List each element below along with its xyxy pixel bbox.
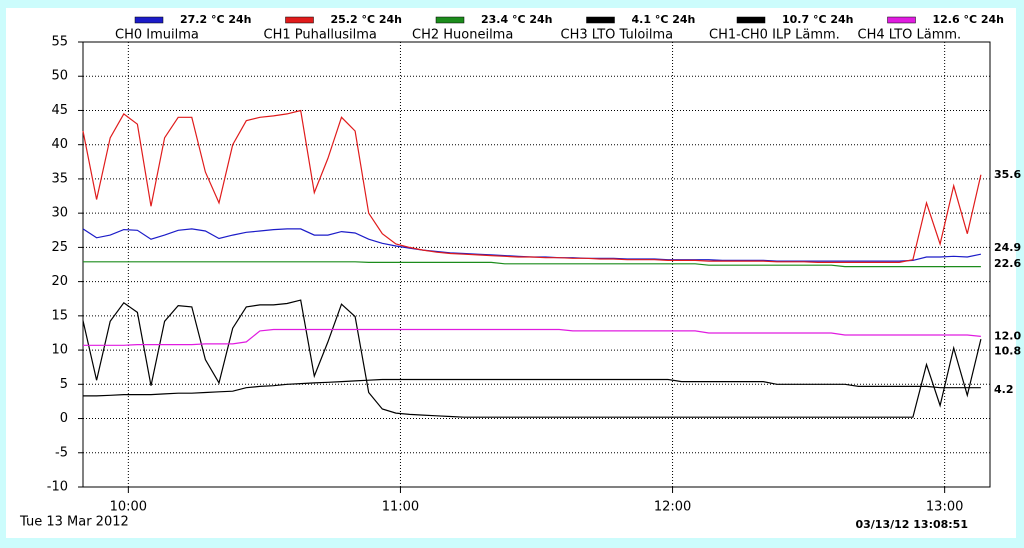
legend-swatch — [736, 16, 766, 24]
legend-value: 4.1 °C 24h — [632, 13, 696, 26]
y-tick-label: 10 — [51, 343, 68, 358]
x-tick-label: 11:00 — [382, 500, 419, 515]
legend-name: CH0 Imuilma — [115, 28, 199, 43]
y-tick-label: 40 — [51, 137, 68, 152]
x-tick-label: 10:00 — [110, 500, 147, 515]
end-value-label: 4.2 — [994, 383, 1014, 396]
legend-name: CH3 LTO Tuloilma — [561, 28, 674, 43]
y-tick-label: 30 — [51, 206, 68, 221]
legend-swatch — [887, 16, 916, 24]
timestamp: 03/13/12 13:08:51 — [855, 518, 968, 531]
y-tick-label: -10 — [47, 480, 68, 495]
legend-swatch — [435, 16, 465, 24]
y-tick-label: 25 — [51, 240, 68, 255]
legend-name: CH1-CH0 ILP Lämm. — [709, 28, 840, 43]
y-tick-label: 20 — [51, 274, 68, 289]
y-tick-label: 45 — [51, 103, 68, 118]
legend-value: 12.6 °C 24h — [933, 13, 1005, 26]
legend-swatch — [586, 16, 615, 24]
y-tick-label: -5 — [55, 445, 68, 460]
y-tick-label: 50 — [51, 69, 68, 84]
y-tick-label: 15 — [51, 308, 68, 323]
end-value-label: 35.6 — [994, 168, 1021, 181]
x-tick-label: 13:00 — [926, 500, 963, 515]
y-tick-label: 55 — [51, 35, 68, 50]
legend-name: CH4 LTO Lämm. — [858, 28, 962, 43]
series-line — [83, 378, 981, 397]
end-value-label: 10.8 — [994, 344, 1021, 357]
legend-swatch — [285, 16, 314, 24]
series-line — [82, 109, 982, 263]
y-tick-label: 35 — [51, 171, 68, 186]
legend-value: 25.2 °C 24h — [331, 13, 403, 26]
legend-value: 27.2 °C 24h — [180, 13, 252, 26]
date-label: Tue 13 Mar 2012 — [19, 515, 129, 530]
legend-name: CH1 Puhallusilma — [264, 28, 377, 43]
legend-name: CH2 Huoneilma — [412, 28, 513, 43]
legend-value: 10.7 °C 24h — [782, 13, 854, 26]
plot-frame — [82, 41, 991, 488]
end-value-label: 24.9 — [994, 241, 1021, 254]
legend-swatch — [134, 16, 164, 24]
end-value-label: 22.6 — [994, 257, 1021, 270]
y-tick-label: 5 — [60, 377, 68, 392]
legend-value: 23.4 °C 24h — [481, 13, 553, 26]
end-value-label: 12.0 — [994, 329, 1021, 342]
series-line — [82, 299, 982, 418]
x-tick-label: 12:00 — [654, 500, 691, 515]
y-tick-label: 0 — [60, 411, 68, 426]
series-line — [83, 328, 981, 346]
series-line — [83, 261, 981, 268]
